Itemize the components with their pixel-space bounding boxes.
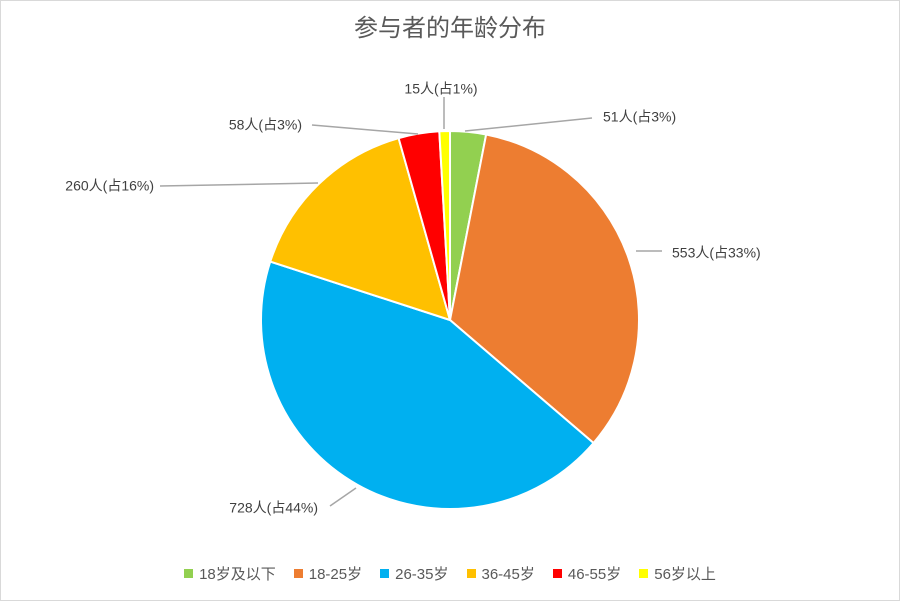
legend-label: 18-25岁: [308, 566, 363, 583]
leader-line-0: [464, 117, 593, 132]
legend-swatch: [639, 569, 649, 578]
legend-item-4: 46-55岁: [552, 563, 622, 584]
chart-legend: 18岁及以下 18-25岁 26-35岁 36-45岁 46-55岁 56岁以上: [0, 563, 900, 584]
leader-line-4: [311, 124, 419, 135]
data-label-5: 15人(占1%): [404, 81, 477, 97]
pie-slice-2: [260, 260, 595, 510]
data-label-0: 51人(占3%): [603, 109, 676, 125]
legend-item-2: 26-35岁: [380, 563, 449, 584]
legend-label: 36-45岁: [481, 566, 535, 583]
legend-label: 56岁以上: [654, 566, 716, 583]
legend-swatch: [380, 569, 390, 578]
pie-slice-1: [448, 133, 640, 445]
legend-swatch: [466, 569, 476, 578]
legend-swatch: [293, 569, 303, 578]
data-label-4: 58人(占3%): [229, 117, 302, 133]
legend-label: 18岁及以下: [199, 566, 276, 583]
legend-item-0: 18岁及以下: [184, 563, 276, 584]
data-label-1: 553人(占33%): [672, 245, 761, 261]
legend-label: 26-35岁: [395, 566, 449, 583]
data-label-3: 260人(占16%): [65, 178, 154, 194]
leader-line-2: [329, 487, 357, 507]
leader-line-3: [159, 182, 319, 187]
legend-label: 46-55岁: [567, 566, 622, 583]
legend-swatch: [184, 569, 194, 578]
chart-title: 参与者的年龄分布: [354, 14, 546, 42]
legend-item-1: 18-25岁: [293, 563, 363, 584]
legend-item-3: 36-45岁: [466, 563, 535, 584]
legend-item-5: 56岁以上: [639, 563, 716, 584]
legend-swatch: [552, 569, 562, 578]
data-label-2: 728人(占44%): [229, 500, 318, 516]
pie-slice-3: [268, 136, 452, 322]
pie-slice-5: [438, 129, 451, 321]
